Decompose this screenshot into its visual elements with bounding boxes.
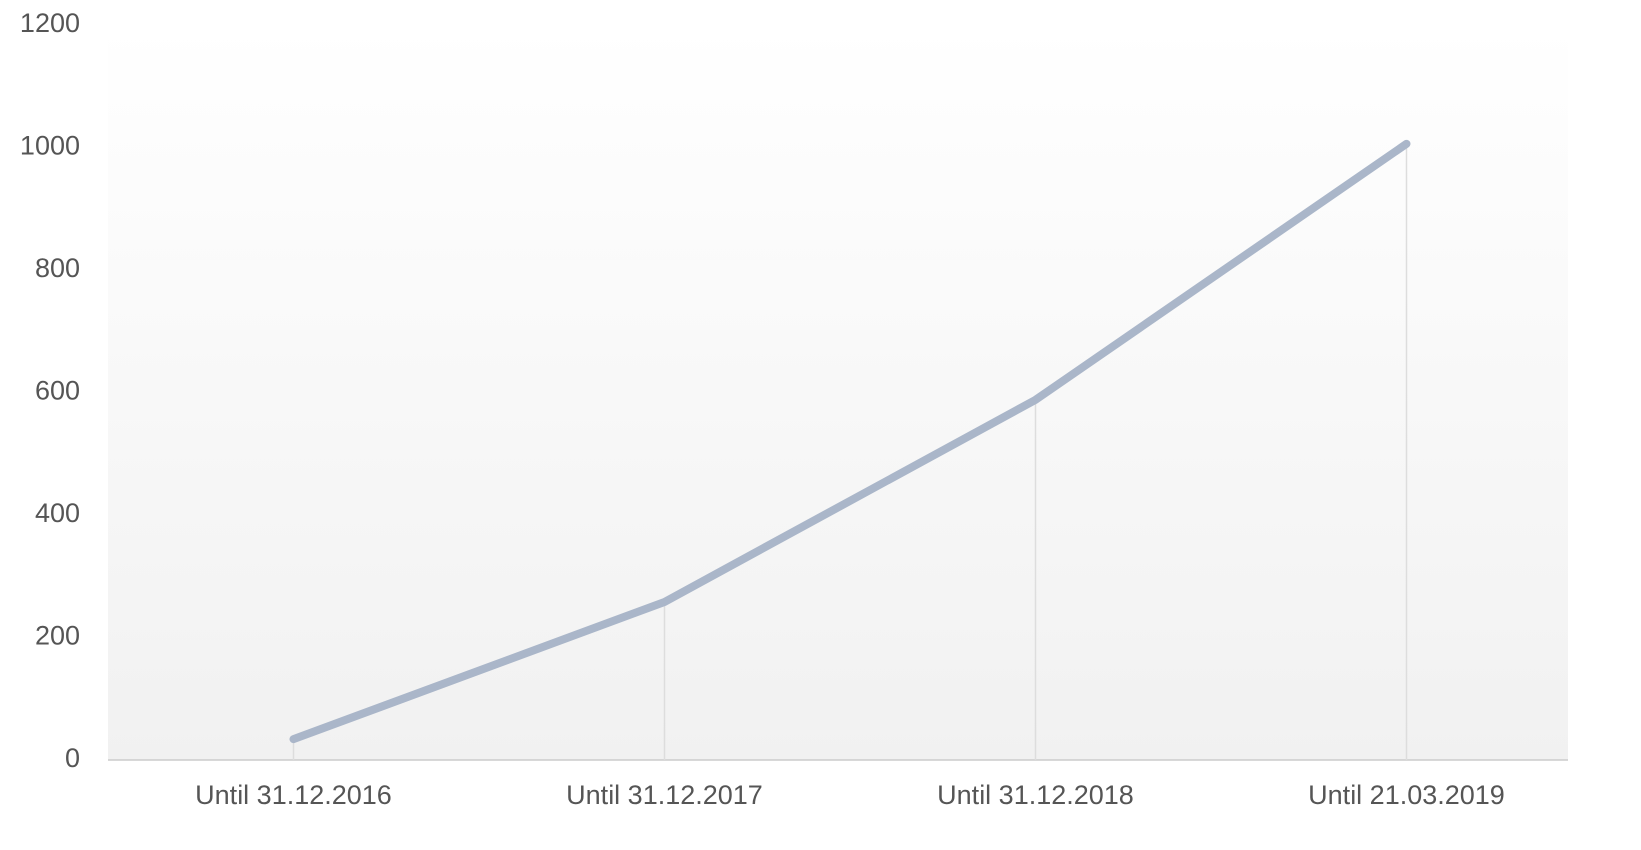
- y-tick-label: 1200: [20, 8, 80, 38]
- x-tick-label: Until 21.03.2019: [1308, 780, 1505, 810]
- y-tick-label: 0: [65, 743, 80, 773]
- data-line: [289, 139, 1411, 744]
- plot-background: [108, 25, 1568, 760]
- x-tick-label: Until 31.12.2017: [566, 780, 763, 810]
- y-tick-label: 400: [35, 498, 80, 528]
- y-tick-label: 800: [35, 253, 80, 283]
- y-tick-label: 600: [35, 376, 80, 406]
- y-tick-label: 200: [35, 621, 80, 651]
- y-tick-label: 1000: [20, 131, 80, 161]
- x-tick-label: Until 31.12.2018: [937, 780, 1134, 810]
- x-tick-label: Until 31.12.2016: [195, 780, 392, 810]
